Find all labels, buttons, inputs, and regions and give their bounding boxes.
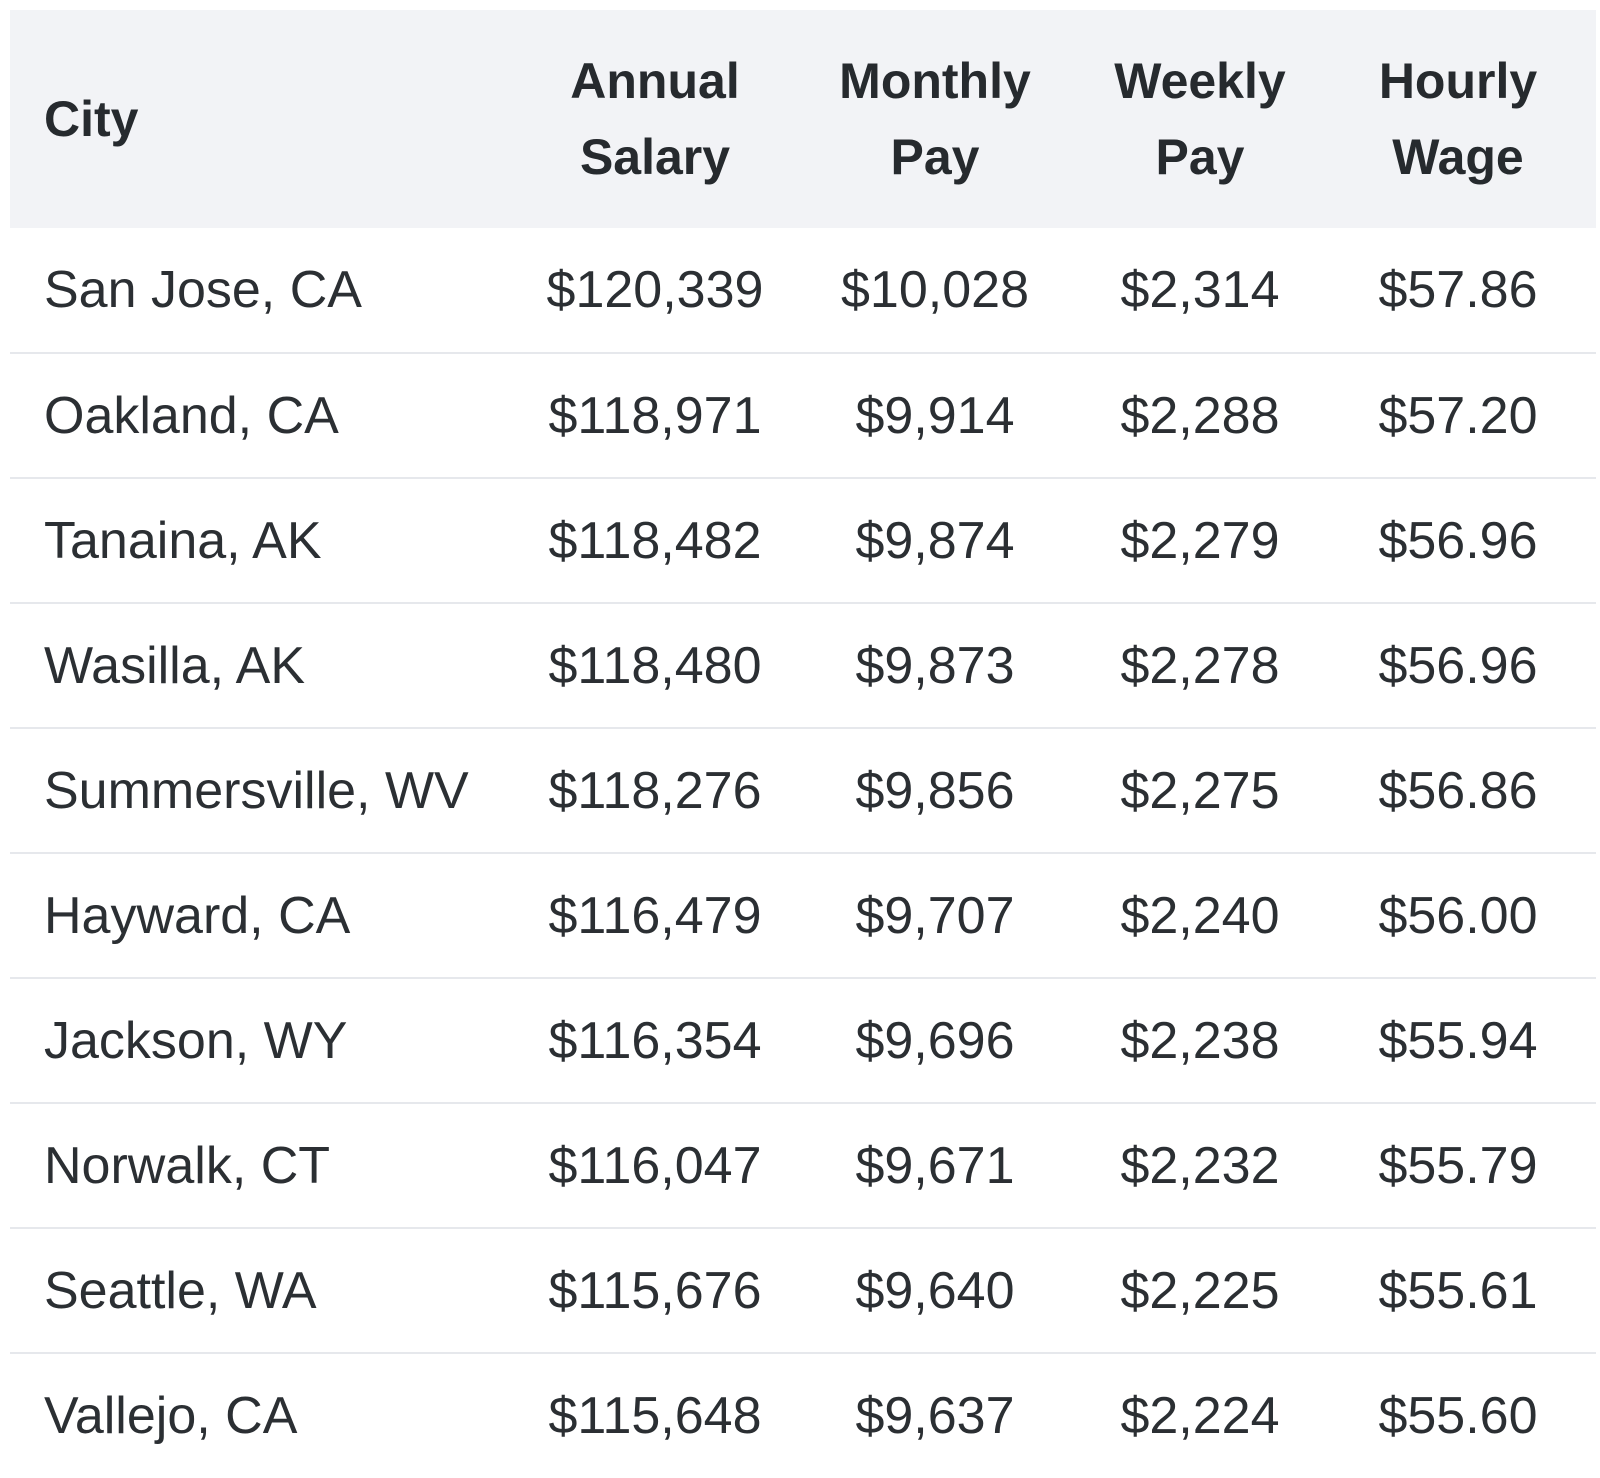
cell-monthly-pay: $9,856 — [855, 761, 1015, 820]
cell-hourly-wage: $55.79 — [1378, 1136, 1538, 1195]
column-header-hourly-wage: Hourly Wage — [1320, 10, 1596, 228]
table-row: Tanaina, AK $118,482 $9,874 $2,279 $56.9… — [10, 478, 1596, 603]
cell-hourly-wage: $56.00 — [1378, 886, 1538, 945]
cell-city: Hayward, CA — [44, 886, 351, 945]
cell-monthly-pay: $9,637 — [855, 1387, 1015, 1445]
column-header-city-label: City — [44, 91, 139, 147]
cell-hourly-wage: $55.60 — [1378, 1387, 1538, 1445]
cell-city: Norwalk, CT — [44, 1136, 331, 1195]
cell-weekly-pay: $2,279 — [1120, 511, 1280, 570]
cell-weekly-pay: $2,275 — [1120, 761, 1280, 820]
cell-monthly-pay: $9,914 — [855, 386, 1015, 445]
table-row: San Jose, CA $120,339 $10,028 $2,314 $57… — [10, 228, 1596, 353]
table-row: Vallejo, CA $115,648 $9,637 $2,224 $55.6… — [10, 1353, 1596, 1478]
cell-monthly-pay: $9,873 — [855, 636, 1015, 695]
cell-annual-salary: $116,047 — [548, 1136, 762, 1195]
cell-weekly-pay: $2,240 — [1120, 886, 1280, 945]
cell-annual-salary: $118,480 — [548, 636, 762, 695]
cell-hourly-wage: $57.86 — [1378, 261, 1538, 319]
cell-city: Tanaina, AK — [44, 511, 322, 570]
cell-city: Wasilla, AK — [44, 636, 306, 695]
cell-annual-salary: $115,648 — [548, 1387, 762, 1445]
cell-hourly-wage: $56.96 — [1378, 511, 1538, 570]
table-header: City Annual Salary Monthly Pay Weekly Pa… — [10, 10, 1596, 228]
column-header-hourly-line-2: Wage — [1392, 129, 1524, 185]
column-header-monthly-pay: Monthly Pay — [790, 10, 1080, 228]
table-row: Oakland, CA $118,971 $9,914 $2,288 $57.2… — [10, 353, 1596, 478]
column-header-monthly-line-2: Pay — [890, 129, 980, 185]
column-header-hourly-line-1: Hourly — [1378, 53, 1538, 109]
cell-monthly-pay: $9,696 — [855, 1011, 1015, 1070]
cell-weekly-pay: $2,288 — [1120, 386, 1280, 445]
salary-table-container: City Annual Salary Monthly Pay Weekly Pa… — [10, 10, 1596, 1478]
table-body: San Jose, CA $120,339 $10,028 $2,314 $57… — [10, 228, 1596, 1478]
column-header-annual-salary: Annual Salary — [520, 10, 790, 228]
cell-weekly-pay: $2,314 — [1120, 261, 1280, 319]
cell-monthly-pay: $9,640 — [855, 1261, 1015, 1320]
cell-city: San Jose, CA — [44, 261, 362, 319]
column-header-weekly-pay: Weekly Pay — [1080, 10, 1320, 228]
cell-hourly-wage: $55.94 — [1378, 1011, 1538, 1070]
cell-hourly-wage: $55.61 — [1378, 1261, 1538, 1320]
cell-city: Oakland, CA — [44, 386, 339, 445]
cell-city: Seattle, WA — [44, 1261, 317, 1320]
cell-hourly-wage: $56.96 — [1378, 636, 1538, 695]
cell-annual-salary: $118,482 — [548, 511, 762, 570]
column-header-annual-line-1: Annual — [570, 53, 740, 109]
table-row: Hayward, CA $116,479 $9,707 $2,240 $56.0… — [10, 853, 1596, 978]
salary-table: City Annual Salary Monthly Pay Weekly Pa… — [10, 10, 1596, 1478]
table-row: Summersville, WV $118,276 $9,856 $2,275 … — [10, 728, 1596, 853]
cell-monthly-pay: $9,874 — [855, 511, 1015, 570]
column-header-annual-line-2: Salary — [579, 129, 731, 185]
cell-annual-salary: $118,276 — [548, 761, 762, 820]
cell-city: Jackson, WY — [44, 1011, 348, 1070]
column-header-monthly-line-1: Monthly — [839, 53, 1031, 109]
cell-annual-salary: $120,339 — [546, 261, 764, 319]
cell-annual-salary: $116,479 — [548, 886, 762, 945]
cell-monthly-pay: $9,671 — [855, 1136, 1015, 1195]
table-row: Norwalk, CT $116,047 $9,671 $2,232 $55.7… — [10, 1103, 1596, 1228]
header-row: City Annual Salary Monthly Pay Weekly Pa… — [10, 10, 1596, 228]
cell-annual-salary: $116,354 — [548, 1011, 762, 1070]
cell-annual-salary: $115,676 — [548, 1261, 762, 1320]
column-header-city: City — [10, 10, 520, 228]
table-row: Wasilla, AK $118,480 $9,873 $2,278 $56.9… — [10, 603, 1596, 728]
cell-weekly-pay: $2,224 — [1120, 1387, 1280, 1445]
cell-weekly-pay: $2,232 — [1120, 1136, 1280, 1195]
cell-weekly-pay: $2,238 — [1120, 1011, 1280, 1070]
cell-hourly-wage: $56.86 — [1378, 761, 1538, 820]
cell-weekly-pay: $2,225 — [1120, 1261, 1280, 1320]
cell-annual-salary: $118,971 — [548, 386, 762, 445]
cell-city: Vallejo, CA — [44, 1387, 298, 1445]
cell-hourly-wage: $57.20 — [1378, 386, 1538, 445]
column-header-weekly-line-2: Pay — [1155, 129, 1245, 185]
cell-monthly-pay: $9,707 — [855, 886, 1015, 945]
cell-weekly-pay: $2,278 — [1120, 636, 1280, 695]
table-row: Jackson, WY $116,354 $9,696 $2,238 $55.9… — [10, 978, 1596, 1103]
cell-monthly-pay: $10,028 — [841, 261, 1029, 319]
cell-city: Summersville, WV — [44, 761, 469, 820]
column-header-weekly-line-1: Weekly — [1114, 53, 1286, 109]
table-row: Seattle, WA $115,676 $9,640 $2,225 $55.6… — [10, 1228, 1596, 1353]
